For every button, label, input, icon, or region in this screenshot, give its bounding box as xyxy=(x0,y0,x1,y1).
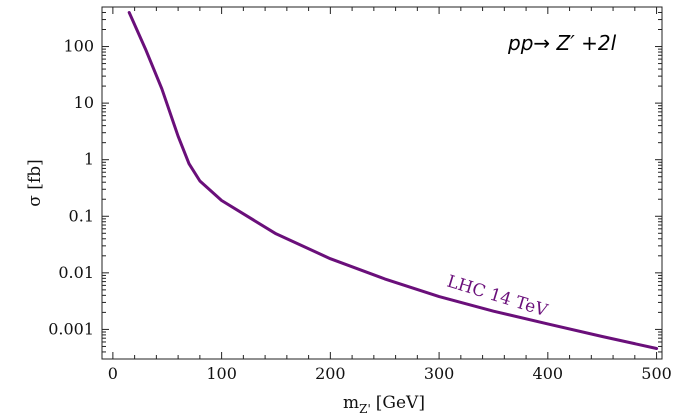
y-axis-label: σ [fb] xyxy=(25,159,45,206)
curve-annotation: LHC 14 TeV xyxy=(445,272,551,322)
data-series xyxy=(127,11,659,350)
x-tick-label: 500 xyxy=(641,364,672,383)
x-tick-label: 100 xyxy=(206,364,237,383)
x-tick-label: 200 xyxy=(315,364,346,383)
x-axis-label-main: m xyxy=(343,393,359,413)
y-tick-label: 100 xyxy=(63,37,94,56)
x-tick-label: 400 xyxy=(533,364,564,383)
process-annotation: pp→ Z′ +2l xyxy=(507,31,617,55)
y-tick-label: 0.01 xyxy=(58,263,94,282)
y-tick-label: 1 xyxy=(84,150,94,169)
axis-ticks xyxy=(102,6,662,360)
x-axis-label-subscript: Z' xyxy=(359,402,371,416)
y-tick-label: 0.1 xyxy=(69,206,94,225)
series-line xyxy=(127,11,659,350)
x-axis-label: mZ' [GeV] xyxy=(343,393,425,416)
x-tick-label: 0 xyxy=(108,364,118,383)
x-tick-label: 300 xyxy=(424,364,455,383)
y-tick-label: 0.001 xyxy=(48,319,94,338)
plot-frame xyxy=(101,6,663,360)
x-axis-label-unit: [GeV] xyxy=(376,393,425,413)
y-tick-label: 10 xyxy=(74,93,94,112)
axis-tick-labels: 0 100 200 300 400 500 0.001 0.01 0.1 1 10 100 xyxy=(48,37,672,383)
